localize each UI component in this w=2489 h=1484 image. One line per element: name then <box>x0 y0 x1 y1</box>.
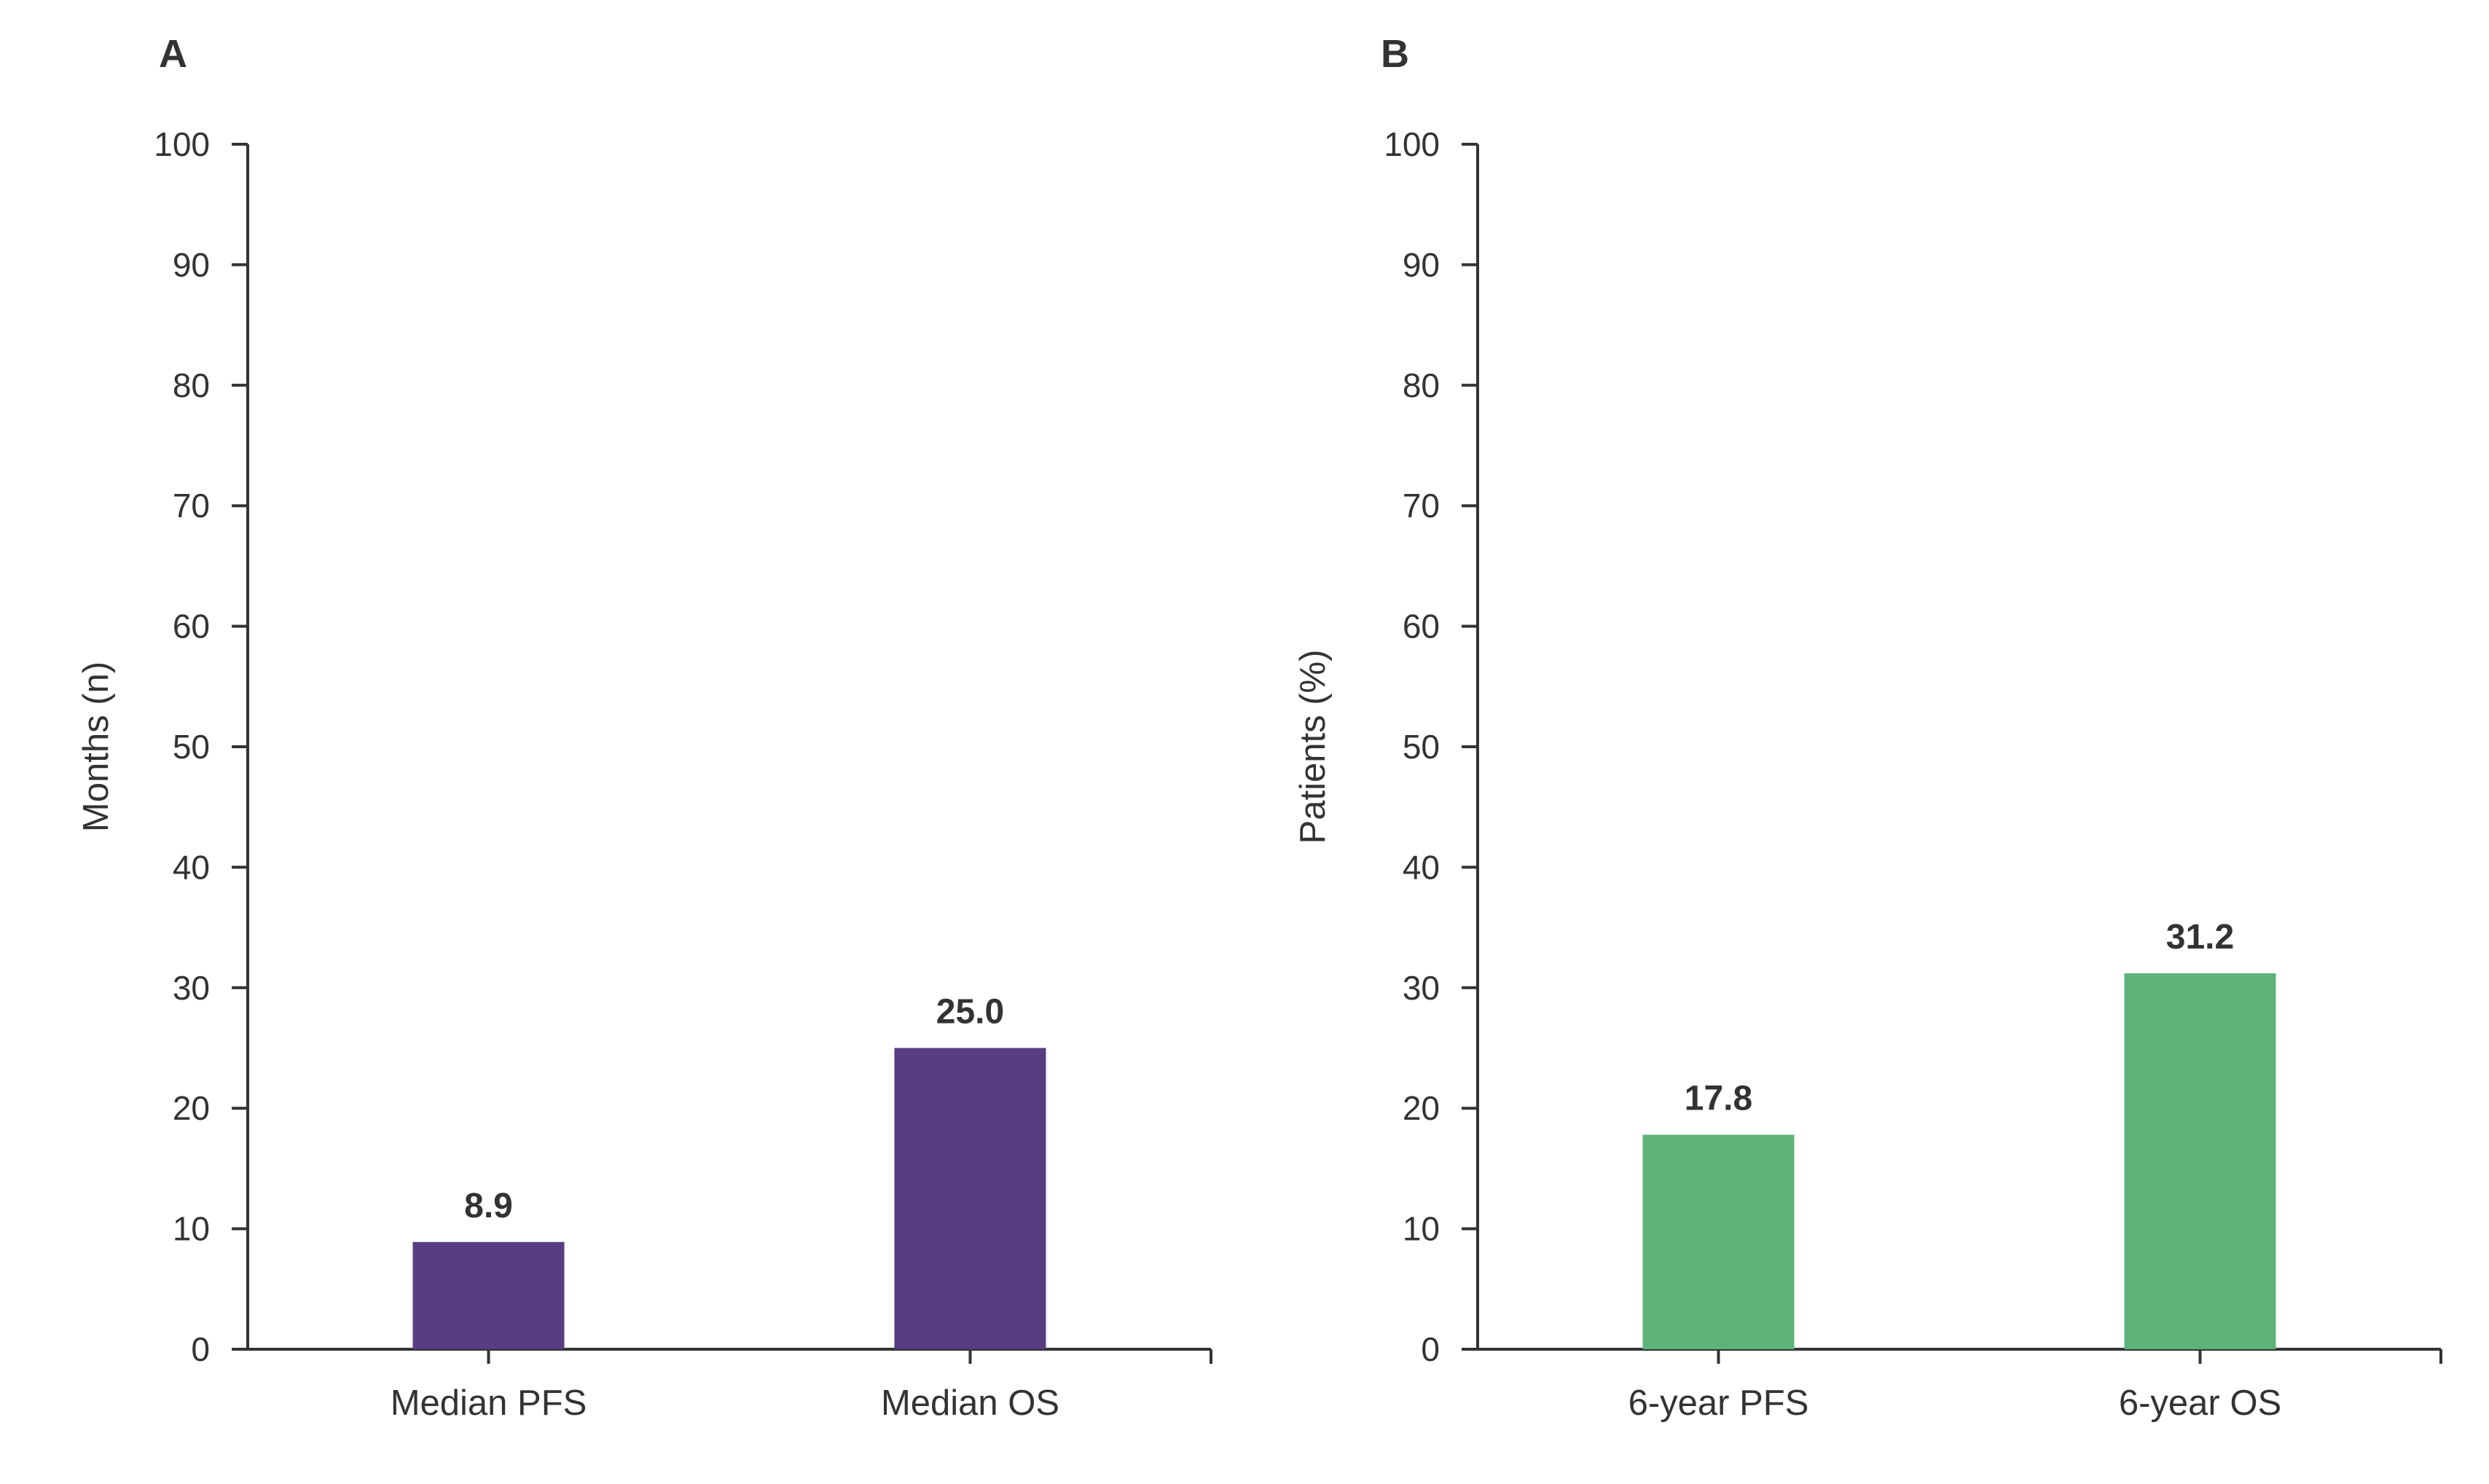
x-category-label: 6-year PFS <box>1628 1383 1809 1423</box>
bar <box>894 1048 1046 1349</box>
y-tick-label: 100 <box>1384 125 1440 163</box>
y-tick-label: 90 <box>173 246 210 283</box>
x-category-label: Median PFS <box>391 1383 587 1423</box>
y-tick-label: 10 <box>173 1210 210 1248</box>
y-tick-label: 70 <box>1403 487 1440 525</box>
bar <box>2124 973 2276 1349</box>
y-tick-label: 80 <box>1403 366 1440 404</box>
bar-value-label: 8.9 <box>464 1187 513 1225</box>
y-tick-label: 60 <box>173 608 210 645</box>
y-tick-label: 50 <box>173 728 210 766</box>
panel-label-1: B <box>1381 32 1409 76</box>
y-axis-title-0: Months (n) <box>77 661 116 832</box>
bar <box>412 1241 565 1349</box>
x-category-label: 6-year OS <box>2119 1383 2281 1423</box>
y-tick-label: 0 <box>1421 1330 1440 1368</box>
bar <box>1642 1134 1795 1349</box>
y-tick-label: 60 <box>1403 608 1440 645</box>
bar-value-label: 31.2 <box>2166 918 2234 957</box>
panel-label-0: A <box>159 32 187 76</box>
y-tick-label: 50 <box>1403 728 1440 766</box>
y-axis-title-1: Patients (%) <box>1293 650 1333 844</box>
y-tick-label: 40 <box>1403 848 1440 886</box>
y-tick-label: 10 <box>1403 1210 1440 1248</box>
y-tick-label: 40 <box>173 848 210 886</box>
y-tick-label: 80 <box>173 366 210 404</box>
x-category-label: Median OS <box>881 1383 1059 1423</box>
y-tick-label: 20 <box>1403 1089 1440 1127</box>
y-tick-label: 90 <box>1403 246 1440 283</box>
bar-value-label: 17.8 <box>1685 1080 1752 1118</box>
y-tick-label: 30 <box>173 969 210 1007</box>
y-tick-label: 30 <box>1403 969 1440 1007</box>
y-tick-label: 100 <box>154 125 210 163</box>
y-tick-label: 0 <box>191 1330 210 1368</box>
y-tick-label: 70 <box>173 487 210 525</box>
y-tick-label: 20 <box>173 1089 210 1127</box>
bar-value-label: 25.0 <box>936 993 1004 1032</box>
